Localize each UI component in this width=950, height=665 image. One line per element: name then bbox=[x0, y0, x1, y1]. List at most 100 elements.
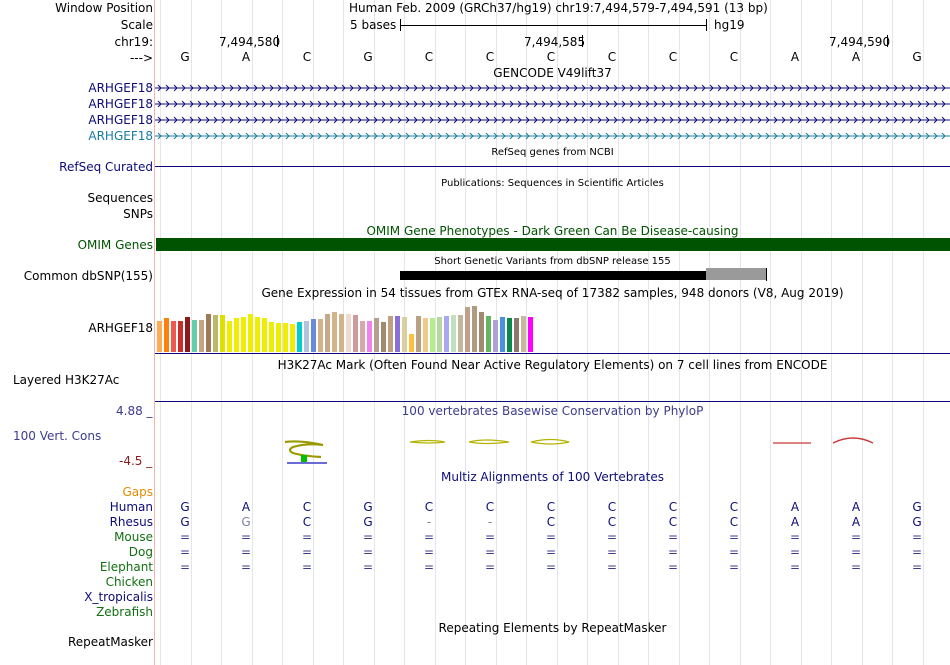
gtex-tissue-bar[interactable] bbox=[416, 316, 421, 352]
gtex-tissue-bar[interactable] bbox=[339, 314, 344, 352]
gtex-tissue-bar[interactable] bbox=[437, 317, 442, 352]
strand-chevron bbox=[853, 116, 858, 124]
gtex-tissue-bar[interactable] bbox=[290, 324, 295, 352]
gtex-tissue-bar[interactable] bbox=[444, 316, 449, 352]
gtex-tissue-bar[interactable] bbox=[458, 315, 463, 352]
species-label[interactable]: Elephant bbox=[99, 560, 153, 574]
strand-chevron bbox=[893, 116, 898, 124]
dbsnp-variant-insertion[interactable] bbox=[706, 268, 767, 271]
gtex-tissue-bar[interactable] bbox=[479, 312, 484, 352]
gtex-tissue-bar[interactable] bbox=[360, 321, 365, 352]
strand-chevron bbox=[877, 100, 882, 108]
gtex-expression-chart[interactable] bbox=[157, 300, 537, 352]
gtex-tissue-bar[interactable] bbox=[381, 322, 386, 352]
gtex-tissue-bar[interactable] bbox=[430, 318, 435, 352]
gtex-tissue-bar[interactable] bbox=[311, 319, 316, 352]
strand-chevron bbox=[349, 132, 354, 140]
gtex-tissue-bar[interactable] bbox=[213, 315, 218, 352]
gtex-tissue-bar[interactable] bbox=[164, 318, 169, 352]
gene-label-arhgef18[interactable]: ARHGEF18 bbox=[88, 97, 153, 111]
gtex-tissue-bar[interactable] bbox=[171, 321, 176, 352]
gtex-tissue-bar[interactable] bbox=[185, 317, 190, 352]
strand-chevron bbox=[909, 116, 914, 124]
omim-gene-bar[interactable] bbox=[156, 238, 950, 251]
gencode-transcripts[interactable] bbox=[155, 80, 950, 150]
species-label[interactable]: Human bbox=[109, 500, 153, 514]
gtex-tissue-bar[interactable] bbox=[206, 314, 211, 352]
strand-chevron bbox=[461, 84, 466, 92]
gtex-tissue-bar[interactable] bbox=[255, 317, 260, 352]
gtex-tissue-bar[interactable] bbox=[269, 322, 274, 352]
gtex-tissue-bar[interactable] bbox=[220, 315, 225, 352]
gtex-tissue-bar[interactable] bbox=[262, 318, 267, 352]
gtex-tissue-bar[interactable] bbox=[374, 318, 379, 352]
gtex-tissue-bar[interactable] bbox=[367, 321, 372, 352]
phylop-conservation-plot[interactable] bbox=[155, 430, 950, 470]
dbsnp-track-title: Short Genetic Variants from dbSNP releas… bbox=[434, 256, 671, 267]
gtex-tissue-bar[interactable] bbox=[493, 320, 498, 352]
species-label[interactable]: Chicken bbox=[105, 575, 153, 589]
gtex-tissue-bar[interactable] bbox=[507, 318, 512, 352]
snps-track-label[interactable]: SNPs bbox=[123, 207, 153, 221]
alignment-base: = bbox=[240, 530, 252, 544]
strand-chevron bbox=[589, 132, 594, 140]
gtex-tissue-bar[interactable] bbox=[192, 320, 197, 352]
sequences-track-label[interactable]: Sequences bbox=[87, 191, 153, 205]
gtex-tissue-bar[interactable] bbox=[500, 317, 505, 352]
gtex-tissue-bar[interactable] bbox=[325, 314, 330, 352]
omim-track-label[interactable]: OMIM Genes bbox=[77, 238, 153, 252]
gtex-tissue-bar[interactable] bbox=[157, 321, 162, 352]
gtex-tissue-bar[interactable] bbox=[199, 320, 204, 352]
gtex-tissue-bar[interactable] bbox=[248, 314, 253, 352]
phylop-track-label[interactable]: 100 Vert. Cons bbox=[13, 429, 102, 443]
gtex-tissue-bar[interactable] bbox=[346, 314, 351, 352]
gtex-tissue-bar[interactable] bbox=[521, 316, 526, 352]
dbsnp-track-label[interactable]: Common dbSNP(155) bbox=[23, 269, 153, 283]
gtex-tissue-bar[interactable] bbox=[227, 321, 232, 352]
species-label[interactable]: Zebrafish bbox=[96, 605, 153, 619]
gtex-tissue-bar[interactable] bbox=[283, 323, 288, 352]
gtex-tissue-bar[interactable] bbox=[276, 323, 281, 352]
strand-chevron bbox=[933, 84, 938, 92]
refseq-track-title: RefSeq genes from NCBI bbox=[491, 147, 614, 158]
gtex-tissue-bar[interactable] bbox=[402, 317, 407, 352]
refseq-track-label[interactable]: RefSeq Curated bbox=[59, 160, 153, 174]
gtex-tissue-bar[interactable] bbox=[451, 315, 456, 352]
gtex-tissue-bar[interactable] bbox=[423, 318, 428, 352]
alignment-base: = bbox=[179, 560, 191, 574]
h3k27ac-track-label[interactable]: Layered H3K27Ac bbox=[13, 373, 120, 387]
species-label[interactable]: Mouse bbox=[114, 530, 153, 544]
gene-label-arhgef18[interactable]: ARHGEF18 bbox=[88, 129, 153, 143]
gtex-tissue-bar[interactable] bbox=[304, 321, 309, 352]
dbsnp-variant-bar[interactable] bbox=[400, 271, 767, 280]
strand-chevron bbox=[517, 132, 522, 140]
species-label[interactable]: Dog bbox=[128, 545, 153, 559]
gene-label-arhgef18[interactable]: ARHGEF18 bbox=[88, 81, 153, 95]
gtex-tissue-bar[interactable] bbox=[332, 312, 337, 352]
strand-chevron bbox=[157, 100, 162, 108]
gtex-tissue-bar[interactable] bbox=[353, 315, 358, 352]
gtex-tissue-bar[interactable] bbox=[178, 321, 183, 352]
species-label[interactable]: X_tropicalis bbox=[84, 590, 153, 604]
strand-chevron bbox=[605, 84, 610, 92]
strand-chevron bbox=[861, 84, 866, 92]
dbsnp-variant-gray-bar[interactable] bbox=[706, 271, 767, 280]
species-label[interactable]: Rhesus bbox=[109, 515, 153, 529]
gtex-tissue-bar[interactable] bbox=[297, 322, 302, 352]
gtex-tissue-bar[interactable] bbox=[472, 306, 477, 352]
gtex-tissue-bar[interactable] bbox=[465, 307, 470, 352]
gtex-tissue-bar[interactable] bbox=[388, 316, 393, 352]
gtex-tissue-bar[interactable] bbox=[318, 319, 323, 352]
gtex-tissue-bar[interactable] bbox=[514, 318, 519, 352]
repeatmasker-track-label[interactable]: RepeatMasker bbox=[67, 635, 153, 649]
gtex-gene-label[interactable]: ARHGEF18 bbox=[88, 321, 153, 335]
strand-chevron bbox=[317, 84, 322, 92]
gtex-tissue-bar[interactable] bbox=[486, 316, 491, 352]
gtex-tissue-bar[interactable] bbox=[234, 318, 239, 352]
gene-label-arhgef18[interactable]: ARHGEF18 bbox=[88, 113, 153, 127]
strand-chevron bbox=[581, 132, 586, 140]
gtex-tissue-bar[interactable] bbox=[395, 316, 400, 352]
gtex-tissue-bar[interactable] bbox=[241, 317, 246, 352]
gtex-tissue-bar[interactable] bbox=[409, 334, 414, 352]
gtex-tissue-bar[interactable] bbox=[528, 317, 533, 352]
